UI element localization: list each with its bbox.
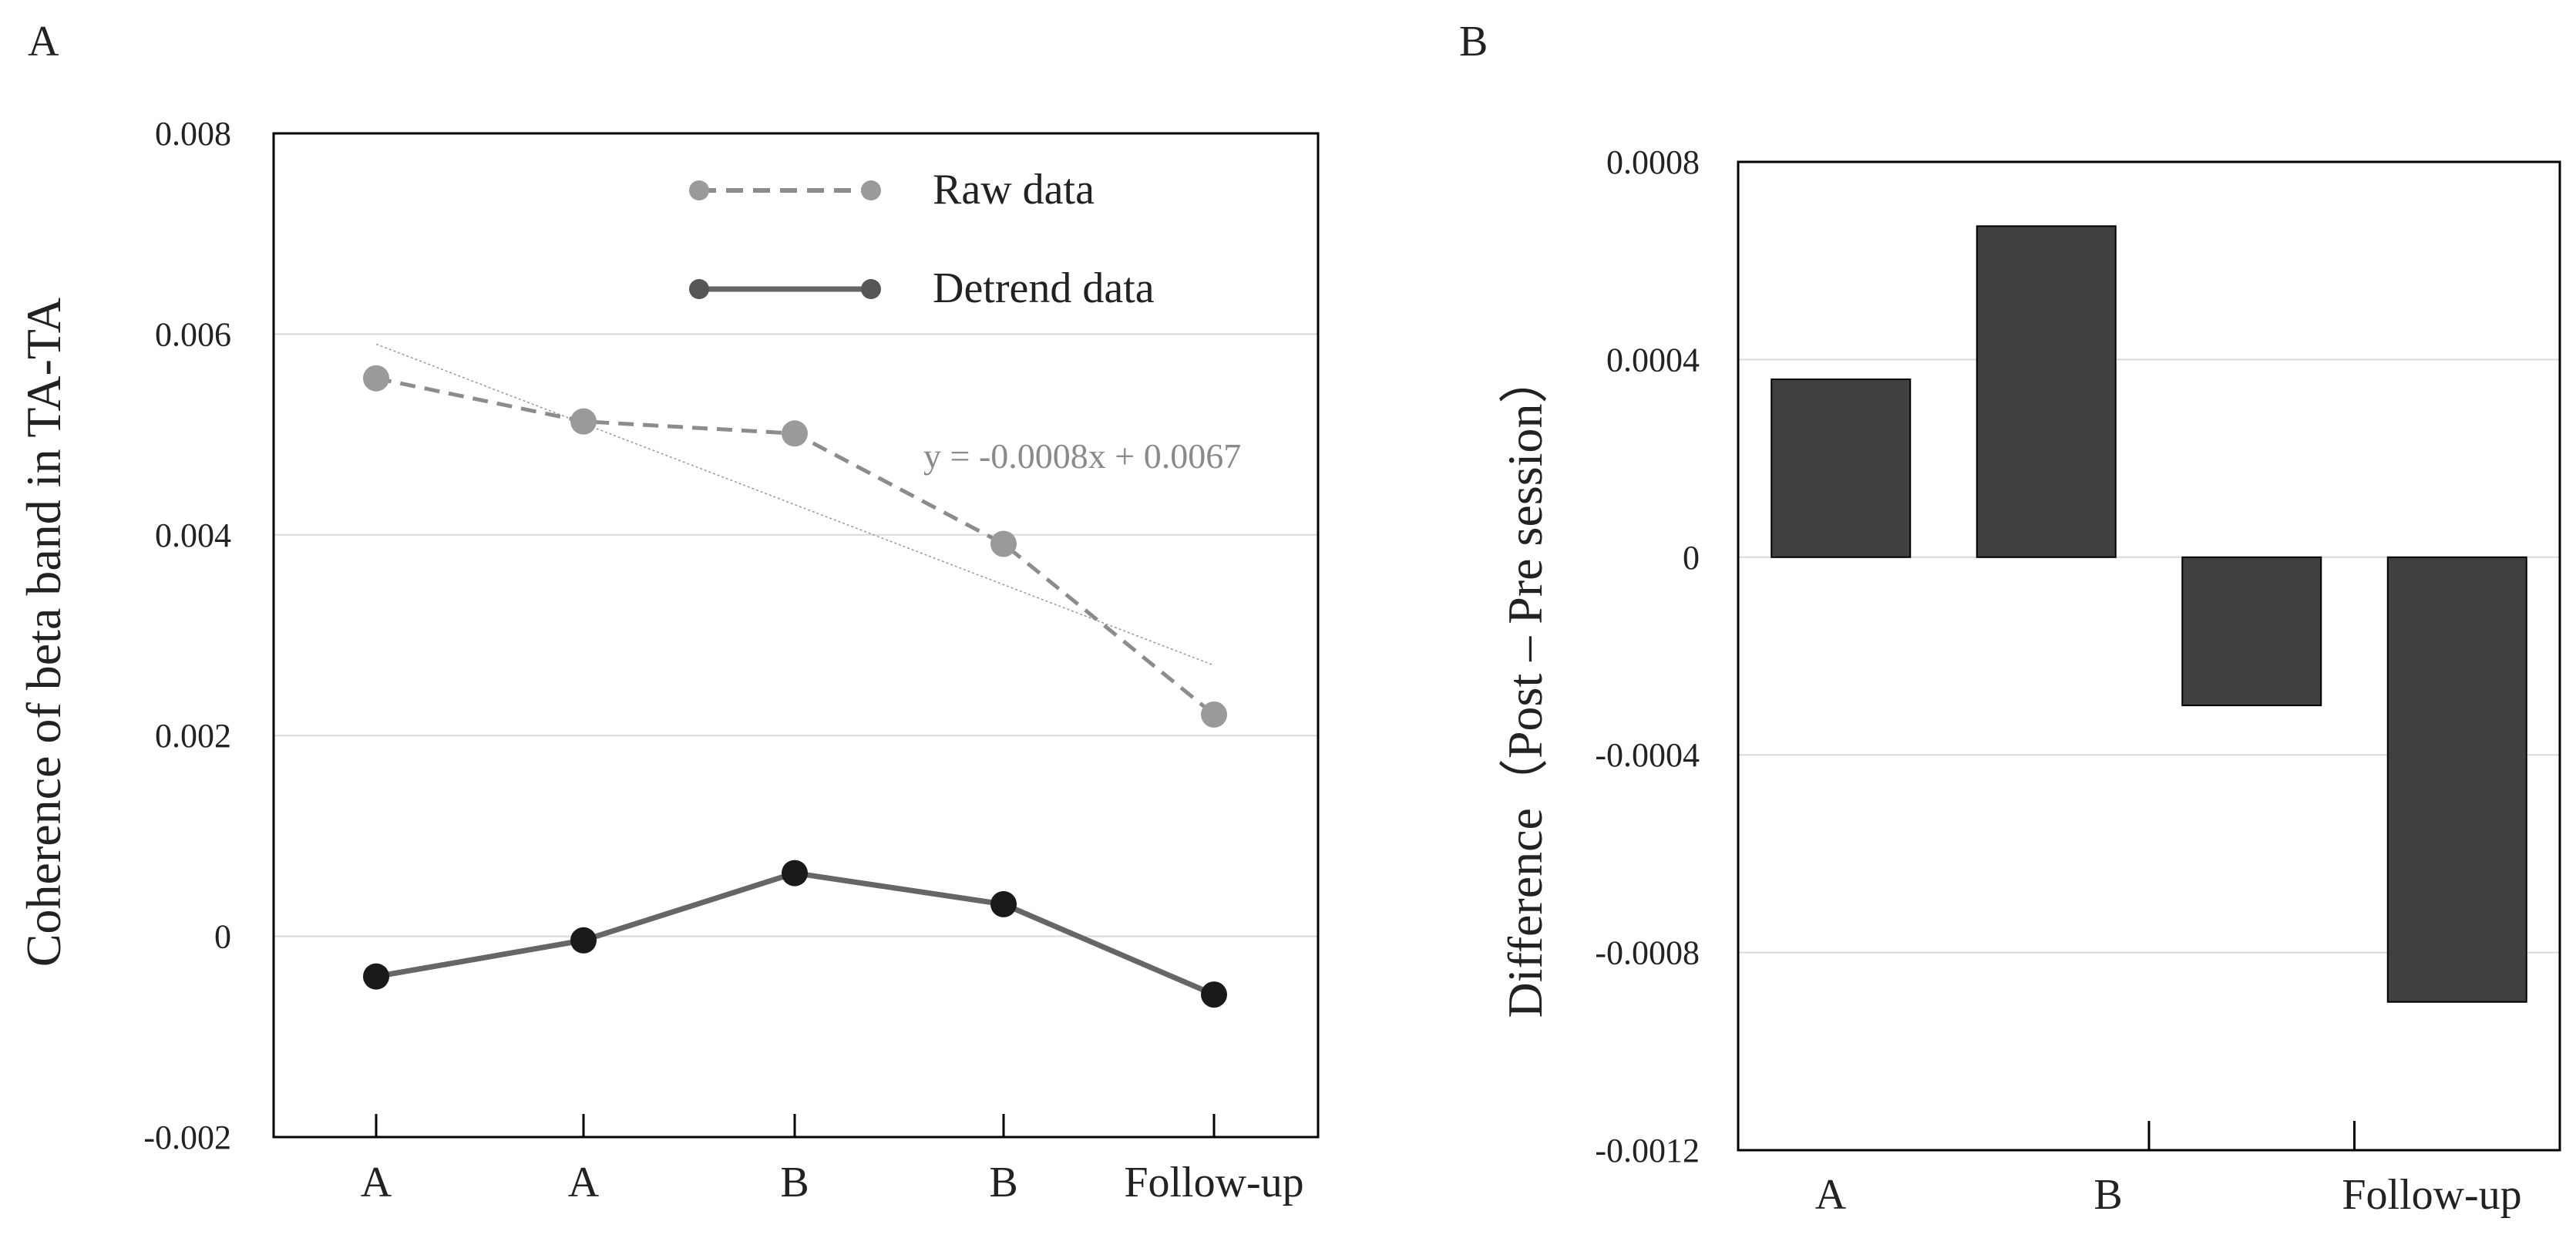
detrend-data-line bbox=[375, 870, 1216, 998]
x-tick-label: Follow-up bbox=[2342, 1171, 2521, 1219]
panel-b-bars bbox=[1771, 225, 2527, 1003]
panel-b-x-ticks: A B Follow-up bbox=[1815, 1121, 2522, 1219]
panel-b-label: B bbox=[1459, 18, 1488, 66]
trendline bbox=[375, 343, 1215, 666]
panel-a-y-axis-label: Coherence of beta band in TA-TA bbox=[16, 298, 71, 967]
raw-data-point bbox=[990, 530, 1017, 557]
panel-a-plot-frame bbox=[272, 132, 1320, 1139]
legend: Raw data Detrend data bbox=[689, 166, 1155, 312]
trendline-equation: y = -0.0008x + 0.0067 bbox=[923, 436, 1241, 476]
y-tick-label: -0.0008 bbox=[1595, 934, 1700, 972]
x-tick-label: B bbox=[989, 1159, 1017, 1206]
x-tick-label: B bbox=[780, 1159, 809, 1206]
detrend-data-point bbox=[363, 963, 389, 990]
detrend-data-point bbox=[1201, 981, 1227, 1008]
legend-raw-marker bbox=[861, 180, 881, 200]
y-tick-label: -0.002 bbox=[143, 1119, 231, 1156]
raw-data-point bbox=[782, 420, 808, 447]
y-tick-label: -0.0012 bbox=[1595, 1132, 1700, 1169]
y-tick-label: 0.006 bbox=[155, 315, 231, 353]
legend-raw-marker bbox=[689, 180, 709, 200]
legend-raw-label: Raw data bbox=[933, 166, 1095, 214]
x-tick-label: A bbox=[568, 1159, 600, 1206]
y-tick-label: 0.0008 bbox=[1606, 143, 1700, 181]
raw-data-point bbox=[570, 408, 597, 435]
y-tick-label: 0.0004 bbox=[1606, 341, 1700, 379]
panel-a-gridlines bbox=[274, 333, 1318, 937]
detrend-data-point bbox=[782, 860, 808, 887]
y-tick-label: 0.002 bbox=[155, 717, 231, 755]
x-tick-label: Follow-up bbox=[1124, 1159, 1303, 1206]
raw-data-point bbox=[1201, 701, 1227, 728]
panel-b-y-tick-labels: -0.0012 -0.0008 -0.0004 0 0.0004 0.0008 bbox=[1595, 143, 1700, 1169]
y-tick-label: 0.004 bbox=[155, 517, 231, 554]
detrend-data-point bbox=[570, 927, 597, 954]
panel-a-label: A bbox=[28, 18, 59, 66]
legend-detrend-marker bbox=[861, 279, 881, 299]
bar bbox=[2386, 556, 2527, 1003]
y-tick-label: -0.0004 bbox=[1595, 736, 1700, 774]
detrend-data-point bbox=[990, 890, 1017, 917]
bar bbox=[1771, 379, 1912, 558]
panel-a: A Coherence of beta band in TA-TA -0.002… bbox=[16, 18, 1320, 1206]
x-tick-label: A bbox=[1815, 1171, 1847, 1219]
raw-data-point bbox=[363, 365, 389, 392]
panel-a-y-tick-labels: -0.002 0 0.002 0.004 0.006 0.008 bbox=[143, 115, 231, 1156]
panel-a-series bbox=[363, 365, 1227, 1008]
panel-b: B Difference（Post – Pre session） -0.0012… bbox=[1459, 18, 2561, 1219]
panel-b-y-axis-label: Difference（Post – Pre session） bbox=[1498, 355, 1552, 1018]
x-tick-label: B bbox=[2093, 1171, 2122, 1219]
bar bbox=[2181, 556, 2322, 707]
y-tick-label: 0 bbox=[1683, 539, 1700, 577]
panel-a-x-ticks: A A B B Follow-up bbox=[361, 1114, 1304, 1206]
legend-detrend-label: Detrend data bbox=[933, 264, 1155, 312]
x-tick-label: A bbox=[361, 1159, 392, 1206]
y-tick-label: 0 bbox=[214, 918, 231, 956]
legend-detrend-marker bbox=[689, 279, 709, 299]
bar bbox=[1976, 225, 2117, 558]
y-tick-label: 0.008 bbox=[155, 115, 231, 153]
